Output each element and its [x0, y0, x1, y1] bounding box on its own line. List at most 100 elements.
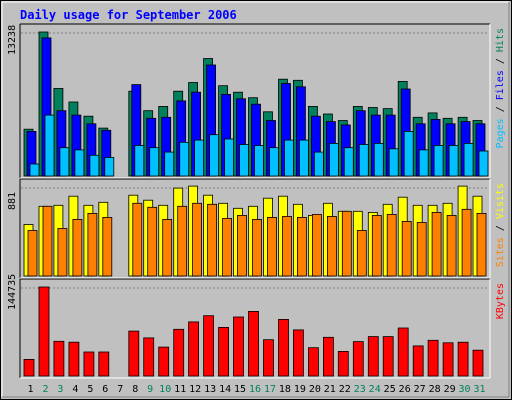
bar-pages-day-4	[74, 149, 85, 177]
bar-kbytes-day-4	[68, 341, 80, 377]
x-tick-label-day-22: 22	[339, 384, 351, 395]
bar-sites-day-10	[162, 218, 173, 277]
bar-pages-day-16	[254, 145, 264, 177]
bar-sites-day-30	[461, 208, 472, 277]
bar-kbytes-day-30	[457, 341, 469, 377]
bar-sites-day-16	[252, 218, 262, 277]
panel-bottom: 144735 KBytes	[7, 274, 506, 379]
bar-kbytes-day-12	[188, 321, 200, 377]
x-tick-label-day-14: 14	[219, 384, 231, 395]
bar-sites-day-31	[476, 212, 487, 277]
bar-pages-day-15	[239, 144, 249, 177]
bar-kbytes-day-8	[128, 330, 140, 377]
bar-sites-day-8	[132, 202, 143, 277]
x-tick-label-day-3: 3	[57, 384, 63, 395]
bar-sites-day-3	[57, 228, 68, 277]
x-tick-label-day-7: 7	[117, 384, 123, 395]
panel-top-legend-item-0: Pages	[495, 118, 506, 148]
x-tick-label-day-4: 4	[72, 384, 78, 395]
x-tick-label-day-8: 8	[132, 384, 138, 395]
bar-sites-day-5	[87, 212, 98, 277]
bar-kbytes-day-5	[83, 351, 95, 377]
bar-pages-day-22	[343, 147, 354, 177]
bar-kbytes-day-11	[173, 328, 185, 377]
bar-sites-day-13	[207, 203, 218, 277]
bar-kbytes-day-24	[367, 336, 379, 377]
bar-pages-day-5	[89, 154, 100, 177]
x-tick-label-day-17: 17	[264, 384, 276, 395]
bar-sites-day-4	[72, 218, 83, 277]
x-tick-label-day-30: 30	[458, 384, 470, 395]
bar-pages-day-23	[358, 144, 369, 177]
bar-pages-day-19	[298, 139, 309, 177]
x-tick-label-day-15: 15	[234, 384, 246, 395]
x-tick-label-day-20: 20	[309, 384, 321, 395]
panel-top-ymax-label: 13238	[7, 25, 18, 55]
bar-pages-day-1	[29, 163, 40, 177]
x-tick-label-day-27: 27	[414, 384, 426, 395]
panel-bottom-ymax-label: 144735	[7, 274, 18, 310]
bar-sites-day-26	[401, 220, 412, 277]
bar-sites-day-22	[341, 210, 352, 277]
x-tick-label-day-1: 1	[27, 384, 33, 395]
panel-top-legend: Pages / Files / Hits	[495, 28, 506, 148]
bar-sites-day-17	[267, 216, 277, 277]
bar-pages-day-14	[224, 138, 235, 177]
x-tick-label-day-23: 23	[354, 384, 366, 395]
bar-kbytes-day-28	[427, 339, 439, 377]
bar-kbytes-day-1	[23, 358, 35, 377]
panel-top-legend-item-4: Hits	[495, 28, 506, 52]
bar-kbytes-day-16	[248, 310, 259, 377]
bar-kbytes-day-9	[143, 337, 155, 377]
x-tick-label-day-25: 25	[384, 384, 396, 395]
bar-kbytes-day-3	[53, 340, 65, 377]
bar-pages-day-9	[149, 147, 160, 177]
bar-pages-day-26	[403, 130, 414, 177]
bar-kbytes-day-17	[263, 339, 274, 377]
bar-kbytes-day-6	[98, 351, 110, 377]
bar-kbytes-day-23	[352, 341, 364, 377]
bar-sites-day-15	[237, 214, 247, 277]
bar-kbytes-day-18	[278, 318, 289, 377]
bar-sites-day-1	[27, 230, 38, 277]
bar-sites-day-2	[42, 205, 53, 277]
panel-middle-legend-item-1: /	[495, 219, 506, 237]
x-tick-label-day-6: 6	[102, 384, 108, 395]
panel-middle-legend-item-2: Visits	[495, 183, 506, 219]
bar-pages-day-17	[269, 147, 279, 177]
x-tick-label-day-26: 26	[399, 384, 411, 395]
bar-sites-day-19	[296, 216, 307, 277]
x-tick-label-day-19: 19	[294, 384, 306, 395]
panel-top-legend-item-1: /	[495, 100, 506, 118]
x-tick-label-day-2: 2	[42, 384, 48, 395]
bar-sites-day-29	[446, 214, 457, 277]
bar-kbytes-day-10	[158, 346, 170, 377]
bar-kbytes-day-31	[472, 349, 484, 377]
bar-kbytes-day-15	[233, 316, 244, 377]
bar-pages-day-2	[44, 114, 55, 177]
panel-middle-legend: Sites / Visits	[495, 183, 506, 267]
bar-kbytes-day-27	[412, 345, 424, 377]
x-tick-label-day-5: 5	[87, 384, 93, 395]
bar-pages-day-27	[418, 149, 429, 177]
bar-kbytes-day-21	[322, 336, 334, 377]
bar-kbytes-day-2	[38, 286, 50, 377]
bar-pages-day-3	[59, 147, 70, 177]
panel-middle-legend-item-0: Sites	[495, 237, 506, 267]
panel-top-legend-item-3: /	[495, 52, 506, 70]
x-tick-label-day-18: 18	[279, 384, 291, 395]
x-tick-label-day-10: 10	[159, 384, 171, 395]
bar-pages-day-20	[313, 151, 324, 177]
x-tick-label-day-13: 13	[204, 384, 216, 395]
bar-pages-day-6	[104, 157, 115, 177]
panel-top-legend-item-2: Files	[495, 70, 506, 100]
bar-sites-day-6	[102, 216, 113, 277]
x-tick-label-day-16: 16	[249, 384, 261, 395]
bar-pages-day-21	[328, 142, 339, 177]
bar-pages-day-24	[373, 142, 384, 177]
bar-sites-day-25	[386, 213, 397, 277]
bar-sites-day-12	[192, 202, 203, 277]
bar-pages-day-28	[433, 145, 444, 177]
x-tick-label-day-31: 31	[473, 384, 485, 395]
